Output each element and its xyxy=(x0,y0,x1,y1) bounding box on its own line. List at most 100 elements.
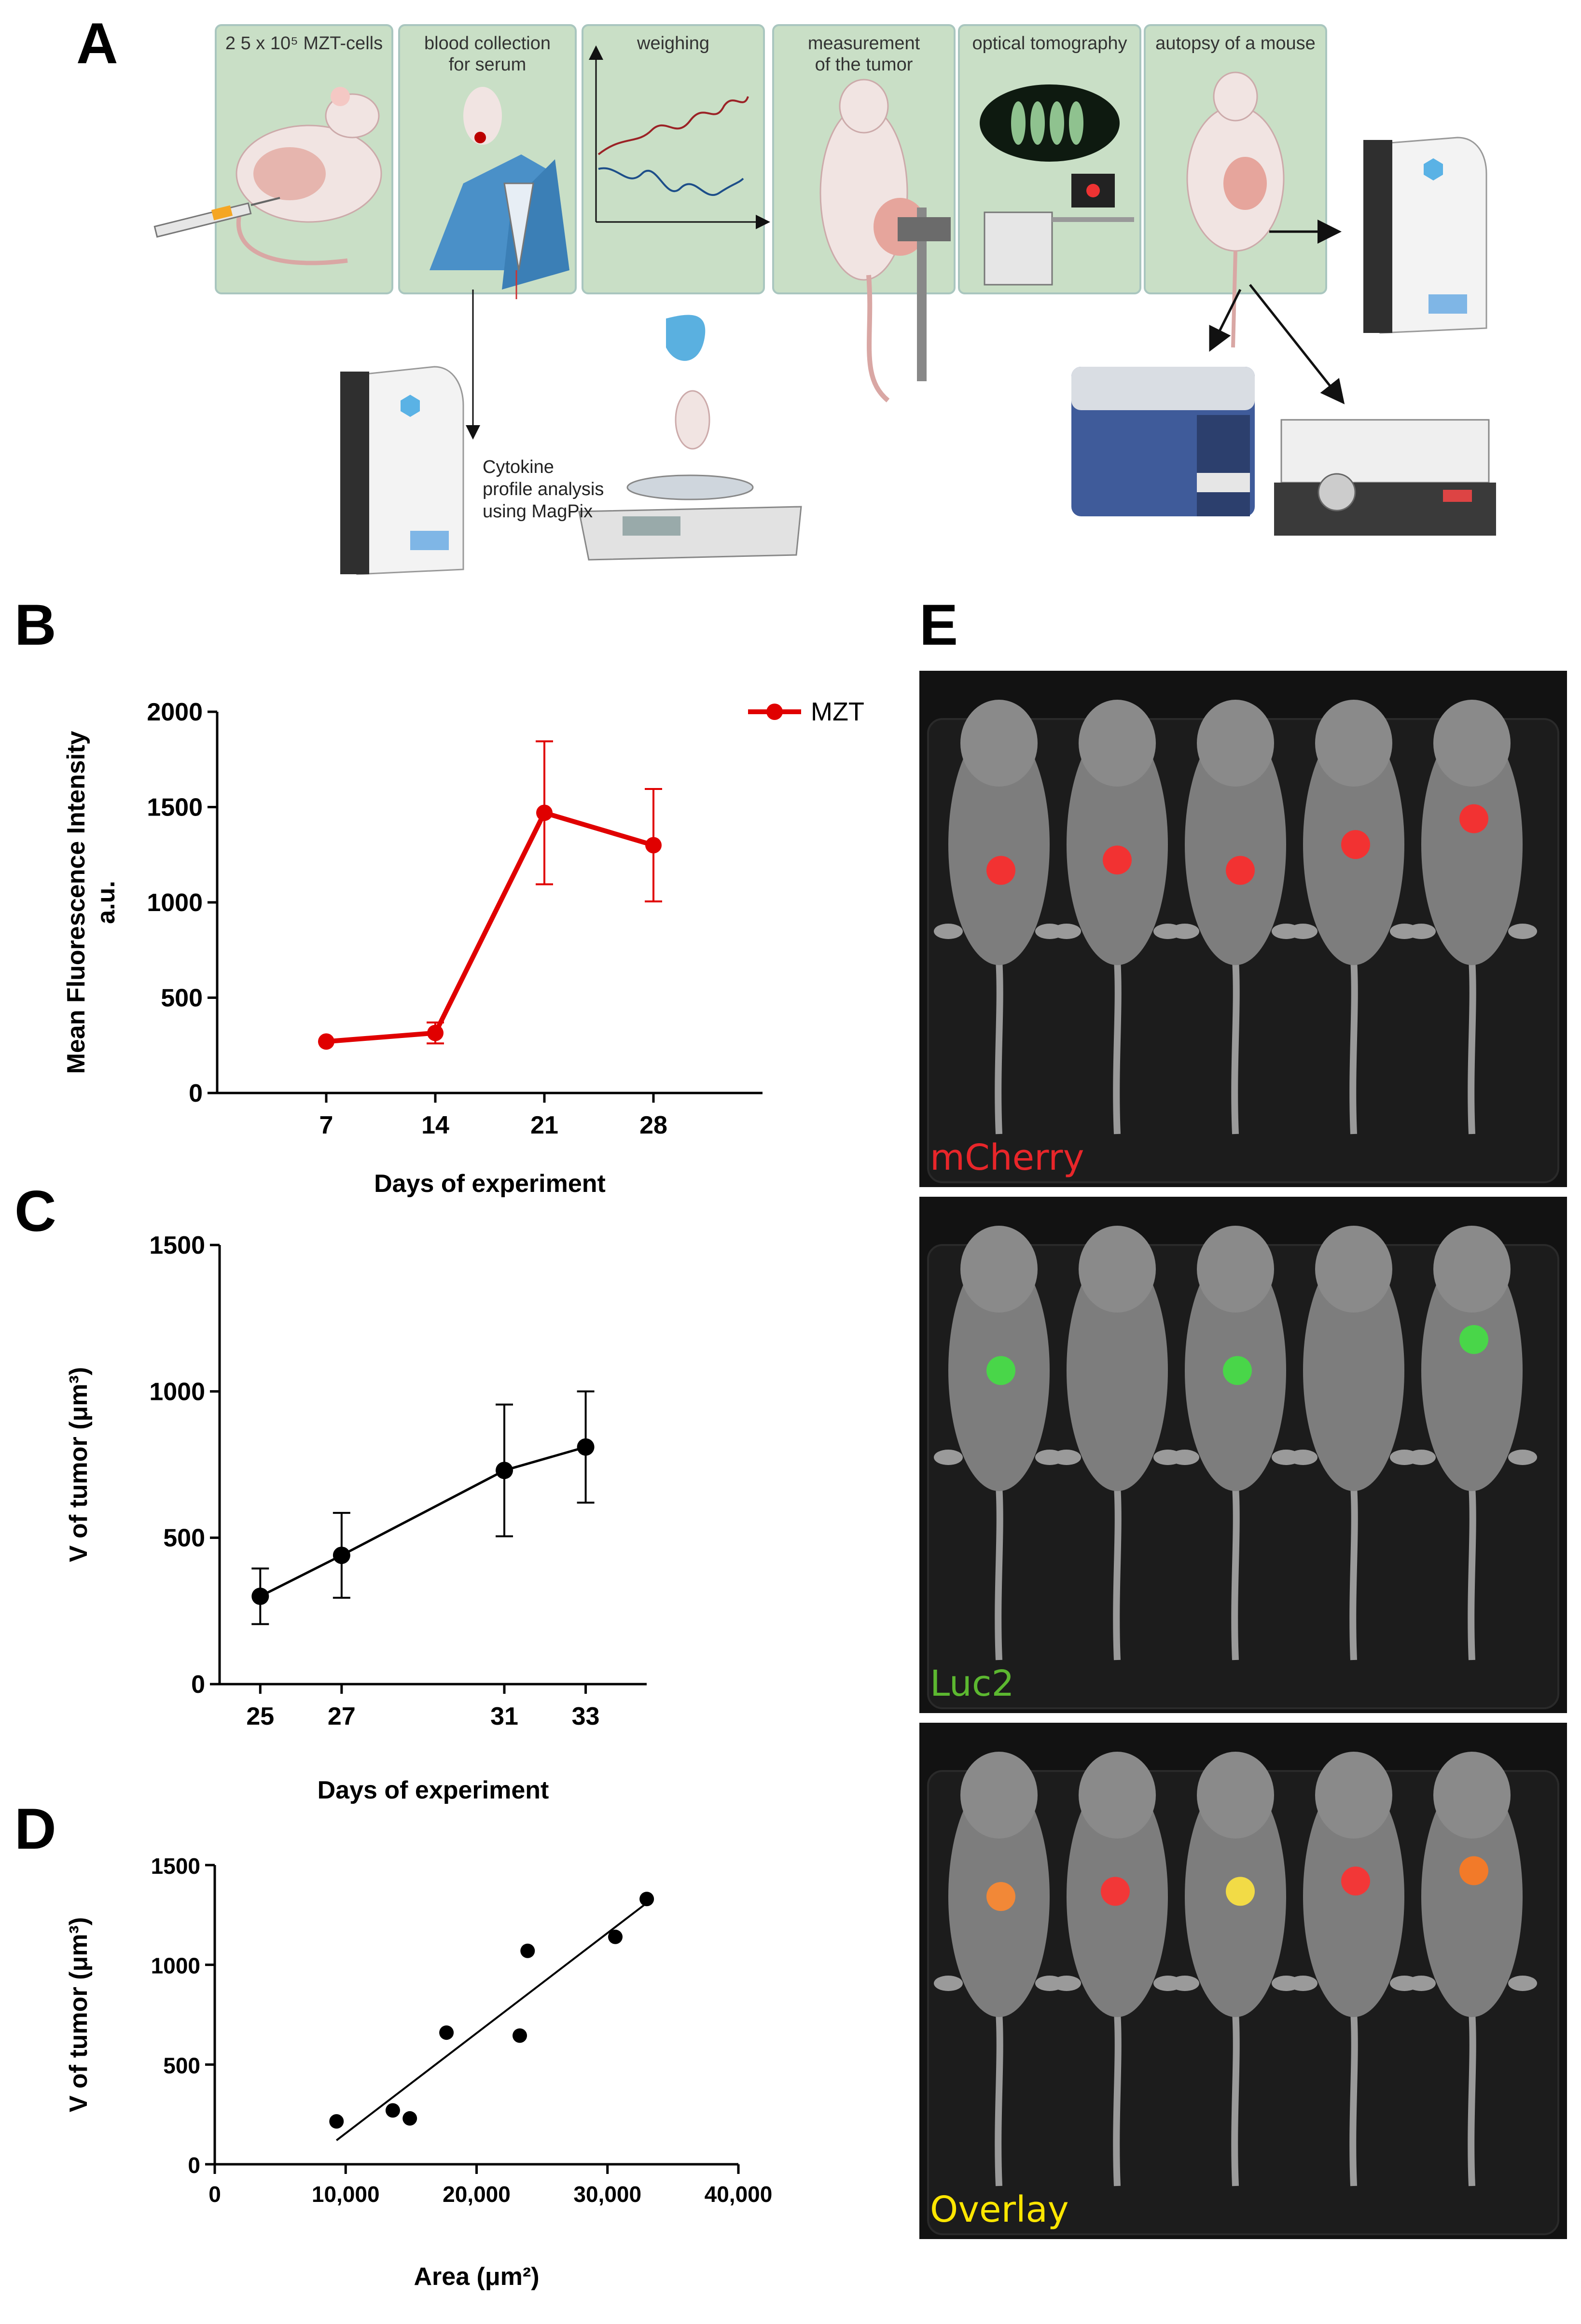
mouse-tail xyxy=(1349,1486,1358,1660)
fluorescence-spot xyxy=(1101,1877,1130,1906)
series-line-volume xyxy=(260,1446,586,1598)
mouse-tail xyxy=(995,960,1003,1134)
fluorescence-spot xyxy=(1459,1325,1488,1354)
legend-marker xyxy=(766,704,783,720)
flow-cytometer-icon xyxy=(1071,367,1255,516)
x-tick-label: 14 xyxy=(421,1111,449,1139)
mouse-tail xyxy=(1231,960,1240,1134)
mouse-silhouette xyxy=(934,1226,1064,1660)
mouse-body xyxy=(1185,724,1286,965)
mouse-head xyxy=(1433,700,1511,787)
fluorescence-spot xyxy=(1459,804,1488,833)
x-tick-label: 40,000 xyxy=(705,2182,773,2207)
mouse-paw xyxy=(934,1450,963,1465)
mouse-silhouette xyxy=(1289,1226,1419,1660)
fluorescence-spot xyxy=(986,856,1015,885)
mouse-body xyxy=(1303,1250,1404,1491)
mouse-head xyxy=(960,1752,1038,1839)
channel-label-overlay: Overlay xyxy=(930,2189,1069,2230)
mouse-body xyxy=(1067,1250,1168,1491)
x-tick-label: 0 xyxy=(208,2182,221,2207)
y-tick-label: 0 xyxy=(191,1671,205,1699)
chart-d: 0 500 1000 1500 0 10,000 20,000 30,000 40,000 Are… xyxy=(65,1854,773,2291)
data-point xyxy=(577,1438,595,1456)
y-axis-label-unit: a.u. xyxy=(92,881,120,924)
imaging-panel-luc2: Luc2 xyxy=(919,1197,1567,1713)
panel-letter-e: E xyxy=(919,593,958,657)
data-point xyxy=(520,1943,535,1958)
mouse-paw xyxy=(1407,924,1436,939)
mouse-head xyxy=(960,700,1038,787)
autopsy-icon xyxy=(1186,71,1285,348)
x-tick-label: 27 xyxy=(328,1702,356,1730)
workflow-step-label: measurement of the tumor xyxy=(807,33,920,75)
fluorescence-spot xyxy=(1459,1856,1488,1885)
data-point xyxy=(439,2025,454,2040)
mouse-body xyxy=(1303,1776,1404,2017)
channel-label-mcherry: mCherry xyxy=(930,1137,1084,1178)
mouse-tail xyxy=(1231,1486,1240,1660)
x-tick-label: 25 xyxy=(246,1702,274,1730)
mouse-tail xyxy=(1231,2012,1240,2186)
panel-letter-b: B xyxy=(14,593,56,657)
mouse-head xyxy=(1433,1226,1511,1313)
mice-illustration xyxy=(919,1723,1567,2239)
mouse-head xyxy=(1079,1226,1156,1313)
channel-label-luc2: Luc2 xyxy=(930,1663,1014,1704)
magpix-analyzer-icon xyxy=(340,366,464,575)
y-tick-label: 1000 xyxy=(149,1378,205,1406)
data-point xyxy=(318,1033,334,1050)
mouse-head xyxy=(1197,1226,1274,1313)
mouse-silhouette xyxy=(1407,1752,1537,2186)
x-tick-label: 33 xyxy=(572,1702,600,1730)
chart-c: 0 500 1000 1500 25 27 31 33 Days of experiment V … xyxy=(65,1231,647,1804)
mouse-paw xyxy=(1170,1450,1199,1465)
mouse-head xyxy=(1315,1226,1392,1313)
y-tick-label: 500 xyxy=(161,984,203,1012)
y-axis-label: V of tumor (μm³) xyxy=(65,1917,93,2112)
microtome-icon xyxy=(1274,419,1496,536)
x-tick-label: 30,000 xyxy=(573,2182,641,2207)
mouse-body xyxy=(1421,1776,1523,2017)
tumor-measurement-icon xyxy=(819,79,951,402)
mouse-paw xyxy=(1170,924,1199,939)
mouse-silhouette xyxy=(1407,1226,1537,1660)
analyzer-right-icon xyxy=(1363,137,1487,334)
series-line-mzt xyxy=(326,810,654,1044)
x-axis-label: Days of experiment xyxy=(318,1776,549,1804)
mouse-paw xyxy=(1508,1450,1537,1465)
mouse-silhouette xyxy=(1289,700,1419,1134)
data-point xyxy=(608,1929,623,1944)
mouse-silhouette xyxy=(1289,1752,1419,2186)
x-tick-label: 20,000 xyxy=(443,2182,511,2207)
mouse-paw xyxy=(1508,1976,1537,1991)
cytokine-note: Cytokine profile analysis using MagPix xyxy=(483,457,604,522)
data-point xyxy=(513,2028,527,2043)
blood-collection-icon xyxy=(430,87,569,299)
mouse-injection-icon xyxy=(153,87,382,265)
mouse-body xyxy=(1067,724,1168,965)
mouse-head xyxy=(1197,700,1274,787)
mouse-paw xyxy=(1508,924,1537,939)
mice-illustration xyxy=(919,671,1567,1187)
mouse-tail xyxy=(1468,960,1476,1134)
mouse-body xyxy=(948,724,1050,965)
y-tick-label: 2000 xyxy=(147,698,203,726)
x-tick-label: 28 xyxy=(639,1111,667,1139)
data-point xyxy=(385,2103,400,2118)
y-tick-label: 500 xyxy=(163,2053,200,2078)
x-tick-label: 31 xyxy=(490,1702,518,1730)
y-axis-label: Mean Fluorescence Intensity xyxy=(62,731,90,1074)
mouse-tail xyxy=(1113,960,1122,1134)
fluorescence-spot xyxy=(986,1882,1015,1911)
weighing-scale-icon xyxy=(578,315,802,561)
mouse-head xyxy=(1197,1752,1274,1839)
panel-letter-a: A xyxy=(76,11,118,76)
mouse-paw xyxy=(1052,1976,1081,1991)
trendline xyxy=(336,1902,648,2141)
optical-tomography-icon xyxy=(980,84,1134,286)
data-point xyxy=(639,1892,654,1907)
data-point xyxy=(427,1024,444,1041)
workflow-step-label: optical tomography xyxy=(972,33,1127,54)
mouse-tail xyxy=(995,1486,1003,1660)
